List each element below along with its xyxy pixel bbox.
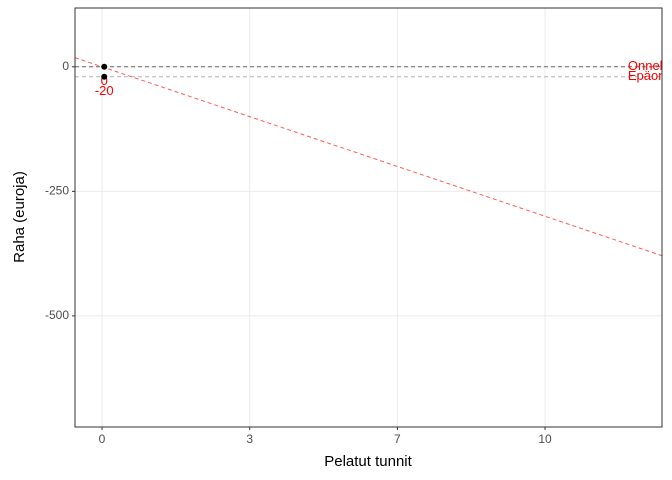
y-tick-label: -250: [45, 184, 69, 198]
panel: [75, 8, 662, 427]
point-label: -20: [95, 83, 114, 98]
axes: 0 3 7 10 0 -250 -500: [45, 59, 552, 446]
x-tick-label: 10: [538, 432, 552, 446]
x-tick-label: 3: [246, 432, 253, 446]
trend-line: [75, 57, 662, 257]
plot-area: 0-20 OnnekasEpäonninen: [75, 57, 672, 257]
y-tick-label: -500: [45, 308, 69, 322]
x-tick-label: 7: [394, 432, 401, 446]
x-axis-title: Pelatut tunnit: [324, 453, 412, 470]
point: [101, 63, 108, 70]
y-tick-label: 0: [62, 59, 69, 73]
point-label: 0: [101, 73, 108, 88]
annotation: Epäonninen: [628, 68, 672, 83]
x-tick-label: 0: [99, 432, 106, 446]
point: [101, 73, 108, 80]
annotation: Onnekas: [628, 58, 672, 73]
y-axis-title: Raha (euroja): [11, 171, 28, 263]
panel-border: [74, 7, 663, 428]
grid: [75, 8, 662, 427]
